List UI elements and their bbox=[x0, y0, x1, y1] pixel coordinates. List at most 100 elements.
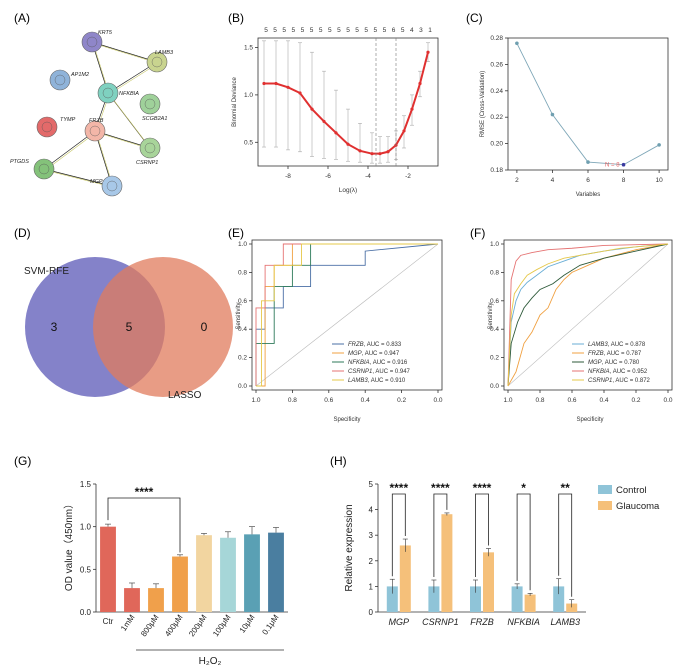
h-category-label: MGP bbox=[389, 617, 410, 627]
panel-label-b: (B) bbox=[228, 11, 244, 25]
roc-f-legend-gene: MGP bbox=[588, 360, 602, 366]
roc-e-legend-gene: LAMB3 bbox=[348, 378, 368, 384]
network-node-nfkbia bbox=[97, 82, 119, 104]
lasso-top-count: 5 bbox=[292, 27, 296, 34]
roc-e-legend-auc: AUC = 0.833 bbox=[367, 342, 402, 348]
g-category-label: 200μM bbox=[187, 613, 209, 639]
lasso-top-count: 5 bbox=[401, 27, 405, 34]
rmse-ytick-label: 0.28 bbox=[490, 35, 503, 42]
roc-e-ytick-label: 1.0 bbox=[238, 241, 247, 248]
h-bar-lamb3-glaucoma bbox=[566, 603, 578, 612]
roc-f-legend-separator: , bbox=[604, 351, 607, 357]
roc-e-xtick-label: 0.6 bbox=[324, 397, 333, 404]
h-ytick-label: 4 bbox=[369, 506, 374, 515]
roc-e-ytick-label: 0.0 bbox=[238, 383, 247, 390]
g-ytick-label: 0.5 bbox=[80, 565, 92, 574]
network-node-mgp bbox=[101, 175, 123, 197]
h-category-label: LAMB3 bbox=[550, 617, 580, 627]
roc-e-xtick-label: 0.0 bbox=[433, 397, 442, 404]
lasso-point bbox=[410, 107, 414, 111]
network-node-ptgds bbox=[33, 158, 55, 180]
network-node-structure-mgp bbox=[106, 180, 118, 192]
roc-f-xtick-label: 0.4 bbox=[599, 397, 608, 404]
rmse-optimal-annotation: N = 8 bbox=[605, 163, 620, 169]
network-edge-ptgds-mgp bbox=[43, 168, 113, 187]
roc-f-legend-separator: , bbox=[610, 369, 613, 375]
lasso-top-count: 5 bbox=[319, 27, 323, 34]
network-label-ptgds: PTGDS bbox=[10, 159, 29, 165]
rmse-xtick-label: 10 bbox=[655, 177, 663, 184]
lasso-xtick-label: -4 bbox=[365, 173, 371, 180]
lasso-point bbox=[262, 81, 266, 86]
g-bar-200-m bbox=[196, 535, 212, 612]
h-category-label: FRZB bbox=[470, 617, 494, 627]
roc-e-xtick-label: 1.0 bbox=[251, 397, 260, 404]
network-node-structure-scgb2a1 bbox=[144, 98, 156, 110]
roc-e-diagonal bbox=[255, 243, 439, 387]
roc-f-xtick-label: 1.0 bbox=[503, 397, 512, 404]
h-bar-nfkbia-control bbox=[511, 586, 523, 612]
roc-e-legend-entry-frzb: FRZB, AUC = 0.833 bbox=[348, 342, 402, 348]
roc-f-xlabel: Specificity bbox=[576, 417, 603, 423]
network-node-structure-nfkbia bbox=[102, 87, 114, 99]
network-edge-frzb-ptgds bbox=[43, 130, 96, 170]
lasso-point bbox=[378, 152, 382, 156]
h-bar-csrnp1-control bbox=[428, 586, 440, 612]
roc-f-legend-entry-csrnp1: CSRNP1, AUC = 0.872 bbox=[588, 378, 651, 384]
h-bar-frzb-control bbox=[470, 586, 481, 612]
rmse-xtick-label: 8 bbox=[622, 177, 626, 184]
h-significance-bracket bbox=[558, 493, 573, 597]
venn-label-lasso: LASSO bbox=[168, 390, 202, 401]
network-label-mgp: MGP bbox=[90, 179, 103, 185]
g-bar-0-1-m bbox=[268, 532, 284, 612]
roc-f-ytick-label: 0.6 bbox=[490, 298, 499, 305]
lasso-point bbox=[370, 152, 374, 156]
g-category-label: 0.1μM bbox=[260, 613, 280, 637]
roc-e-legend-auc: AUC = 0.910 bbox=[371, 378, 406, 384]
roc-f-legend-separator: , bbox=[608, 342, 611, 348]
roc-e-legend-separator: , bbox=[362, 351, 365, 357]
h-bar-mgp-glaucoma bbox=[399, 545, 411, 612]
lasso-point bbox=[418, 81, 422, 86]
lasso-plot-frame bbox=[257, 37, 439, 167]
network-node-structure-frzb bbox=[89, 125, 101, 137]
network-node-csrnp1 bbox=[139, 137, 161, 159]
network-label-tymp: TYMP bbox=[60, 117, 76, 123]
h-category-label: NFKBIA bbox=[507, 617, 540, 627]
roc-e-curve-lamb3 bbox=[256, 243, 438, 387]
rmse-ytick-label: 0.20 bbox=[490, 141, 503, 148]
lasso-point bbox=[402, 129, 406, 133]
panel-label-g: (G) bbox=[14, 454, 31, 468]
network-node-structure-ptgds bbox=[38, 163, 50, 175]
lasso-point bbox=[322, 119, 326, 124]
roc-e-xtick-label: 0.8 bbox=[288, 397, 297, 404]
rmse-point bbox=[621, 162, 626, 167]
rmse-ylabel: RMSE (Cross-Validation) bbox=[480, 71, 486, 138]
rmse-point bbox=[586, 160, 590, 164]
lasso-top-count: 5 bbox=[282, 27, 286, 34]
roc-e-curve-nfkbia bbox=[255, 243, 438, 386]
network-node-structure-krt5 bbox=[86, 36, 98, 48]
roc-f-legend-gene: NFKBIA bbox=[588, 369, 610, 375]
roc-f-curve-mgp bbox=[507, 243, 669, 387]
h-ytick-label: 2 bbox=[369, 557, 374, 566]
roc-f-legend-auc: AUC = 0.780 bbox=[605, 360, 640, 366]
network-label-csrnp1: CSRNP1 bbox=[136, 160, 158, 166]
lasso-ytick-label: 1.5 bbox=[244, 44, 253, 51]
h-significance-bracket bbox=[433, 493, 448, 577]
network-node-lamb3 bbox=[146, 51, 168, 73]
rmse-line bbox=[516, 43, 660, 166]
venn-label-svm-rfe: SVM-RFE bbox=[24, 266, 69, 277]
roc-e-legend-gene: NFKBIA bbox=[348, 360, 370, 366]
h-significance-label: ** bbox=[561, 481, 571, 495]
lasso-top-count: 6 bbox=[392, 27, 396, 34]
h-bar-frzb-glaucoma bbox=[483, 552, 494, 612]
lasso-top-count: 3 bbox=[419, 27, 423, 34]
panel-label-d: (D) bbox=[14, 226, 31, 240]
h-significance-bracket bbox=[475, 493, 489, 577]
g-bar-400-m bbox=[172, 556, 188, 612]
lasso-top-count: 5 bbox=[364, 27, 368, 34]
